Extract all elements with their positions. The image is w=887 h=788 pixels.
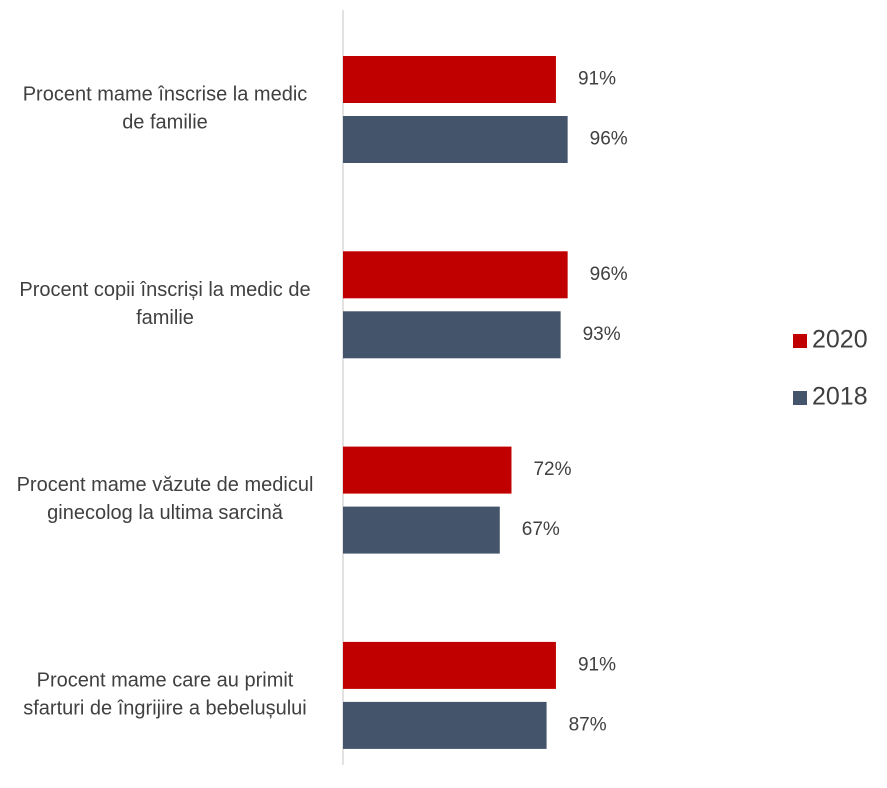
value-label: 96% [590,129,628,150]
bar [343,116,568,163]
bar [343,56,556,103]
legend-swatch [793,334,807,348]
bar [343,641,556,689]
value-label: 72% [533,459,571,480]
category-label: Procent copii înscriși la medic de famili… [19,279,310,329]
bar [343,701,547,749]
bar [343,506,500,554]
legend-label: 2018 [812,383,868,411]
value-label: 91% [578,69,616,90]
bar [343,311,561,359]
value-label: 91% [578,654,616,675]
category-label: Procent mame care au primit sfarturi de î… [23,670,307,720]
value-label: 87% [569,714,607,735]
value-label: 67% [522,519,560,540]
value-label: 96% [590,264,628,285]
bar [343,446,512,494]
legend-swatch [793,391,807,405]
value-label: 93% [583,324,621,345]
bar [343,251,568,299]
category-label: Procent mame văzute de medicul ginecolog … [17,474,314,524]
legend-label: 2020 [812,326,868,354]
category-label: Procent mame înscrise la medic de familie [23,84,308,134]
